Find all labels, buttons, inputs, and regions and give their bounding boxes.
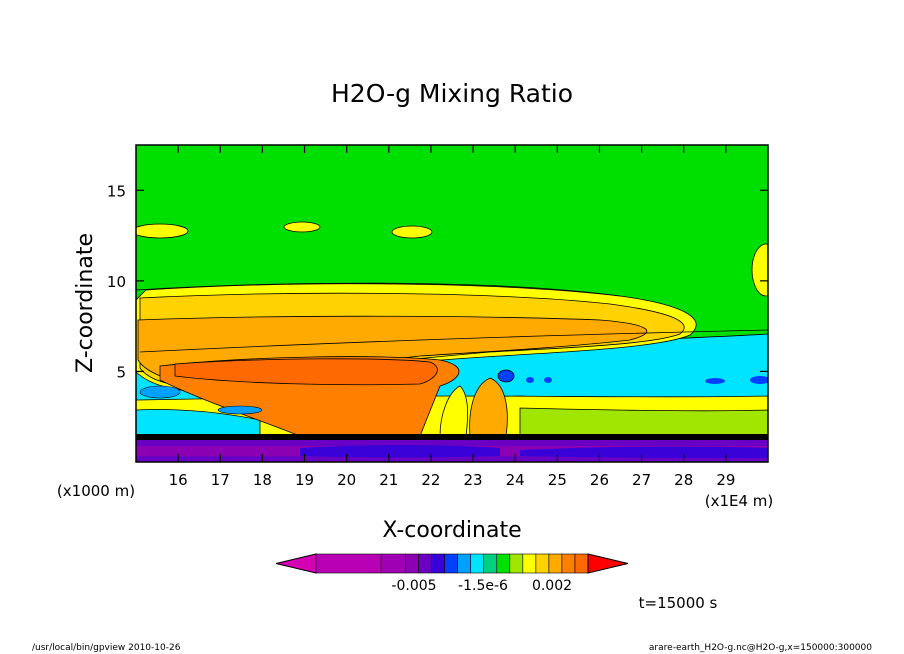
- contour-patch: [750, 376, 768, 384]
- colorbar-segment: [431, 553, 445, 574]
- contour-patch: [136, 223, 189, 239]
- colorbar-segment: [574, 553, 589, 574]
- contour-patch: [751, 243, 768, 297]
- y-tick-label: 15: [107, 182, 126, 200]
- colorbar-labels: -0.005 -1.5e-6 0.002: [391, 578, 572, 594]
- x-tick-label: 20: [337, 471, 356, 489]
- colorbar-segment: [470, 553, 485, 574]
- plot-area: [136, 145, 768, 462]
- y-tick-label: 10: [107, 273, 126, 291]
- x-tick-label: 25: [548, 471, 567, 489]
- colorbar-segment: [548, 553, 563, 574]
- colorbar-segment: [444, 553, 459, 574]
- x-unit-right: (x1E4 m): [705, 492, 774, 510]
- colorbar-segment: [315, 553, 382, 574]
- colorbar-tick-label: 0.002: [532, 578, 572, 594]
- colorbar: [275, 553, 629, 574]
- colorbar-arrow-left: [275, 553, 317, 574]
- colorbar-segment: [457, 553, 472, 574]
- contour-patch: [439, 385, 469, 437]
- colorbar-segment: [535, 553, 550, 574]
- colorbar-segment: [496, 553, 511, 574]
- contour-patch: [174, 358, 438, 386]
- contour-patch: [300, 445, 500, 458]
- x-tick-label: 27: [632, 471, 651, 489]
- x-tick-label: 22: [421, 471, 440, 489]
- contour-patch: [705, 378, 725, 384]
- chart-title: H2O-g Mixing Ratio: [331, 79, 573, 108]
- x-tick-label: 16: [169, 471, 188, 489]
- colorbar-segment: [380, 553, 406, 574]
- contour-patch: [136, 409, 261, 441]
- x-tick-label: 29: [716, 471, 735, 489]
- colorbar-arrow-right: [587, 553, 629, 574]
- colorbar-segment: [483, 553, 498, 574]
- colorbar-segment: [522, 553, 537, 574]
- contour-patch: [526, 377, 534, 383]
- x-tick-label: 26: [590, 471, 609, 489]
- x-tick-label: 21: [379, 471, 398, 489]
- contour-line: [136, 434, 768, 440]
- contour-patch: [497, 369, 515, 383]
- x-tick-label: 24: [506, 471, 525, 489]
- contour-line: [139, 329, 768, 353]
- colorbar-segment: [509, 553, 524, 574]
- colorbar-tick-label: -0.005: [391, 578, 436, 594]
- x-tick-label: 17: [211, 471, 230, 489]
- x-tick-label: 28: [674, 471, 693, 489]
- time-label: t=15000 s: [639, 594, 718, 612]
- contour-patch: [544, 377, 552, 383]
- colorbar-segment: [561, 553, 576, 574]
- contour-patch: [391, 225, 433, 239]
- y-axis-label: Z-coordinate: [73, 233, 98, 373]
- contour-patch: [469, 377, 508, 437]
- colorbar-segment: [405, 553, 419, 574]
- y-tick-label: 5: [116, 363, 126, 381]
- x-tick-label: 19: [295, 471, 314, 489]
- y-axis: 5 10 15: [107, 182, 768, 381]
- x-axis-label: X-coordinate: [382, 518, 521, 543]
- contour-patch: [139, 385, 181, 399]
- colorbar-tick-label: -1.5e-6: [458, 578, 508, 594]
- x-axis: 16 17 18 19 20 21 22 23 24 25 26 27 28 29: [169, 145, 735, 489]
- contour-line: [136, 282, 621, 297]
- contour-patch: [520, 446, 768, 458]
- colorbar-segment: [418, 553, 432, 574]
- x-tick-label: 23: [464, 471, 483, 489]
- contour-patch: [217, 405, 263, 415]
- footer-right: arare-earth_H2O-g.nc@H2O-g,x=150000:3000…: [649, 643, 872, 653]
- footer-left: /usr/local/bin/gpview 2010-10-26: [32, 643, 181, 653]
- plot-frame: [135, 144, 769, 463]
- contour-patch: [283, 221, 321, 233]
- x-unit-left: (x1000 m): [57, 482, 135, 500]
- x-tick-label: 18: [253, 471, 272, 489]
